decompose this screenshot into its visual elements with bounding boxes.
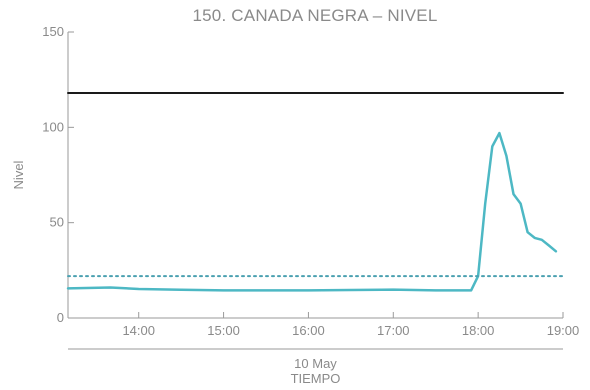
y-axis: 0 50 100 150 <box>42 24 74 325</box>
y-tick-label: 0 <box>57 310 64 325</box>
x-tick-label: 16:00 <box>292 323 325 338</box>
x-axis-label: TIEMPO <box>291 371 341 386</box>
x-tick-label: 19:00 <box>547 323 580 338</box>
y-axis-label: Nivel <box>11 160 26 189</box>
chart-title: 150. CANADA NEGRA – NIVEL <box>192 6 438 25</box>
x-tick-label: 17:00 <box>377 323 410 338</box>
y-tick-label: 50 <box>50 215 64 230</box>
series-line-0 <box>66 131 558 292</box>
x-tick-label: 18:00 <box>462 323 495 338</box>
x-tick-label: 14:00 <box>122 323 155 338</box>
y-tick-label: 150 <box>42 24 64 39</box>
x-tick-label: 15:00 <box>207 323 240 338</box>
x-axis-date-label: 10 May <box>294 356 337 371</box>
x-axis: 14:00 15:00 16:00 17:00 18:00 19:00 <box>68 312 580 350</box>
series-group <box>66 92 564 292</box>
y-tick-label: 100 <box>42 119 64 134</box>
